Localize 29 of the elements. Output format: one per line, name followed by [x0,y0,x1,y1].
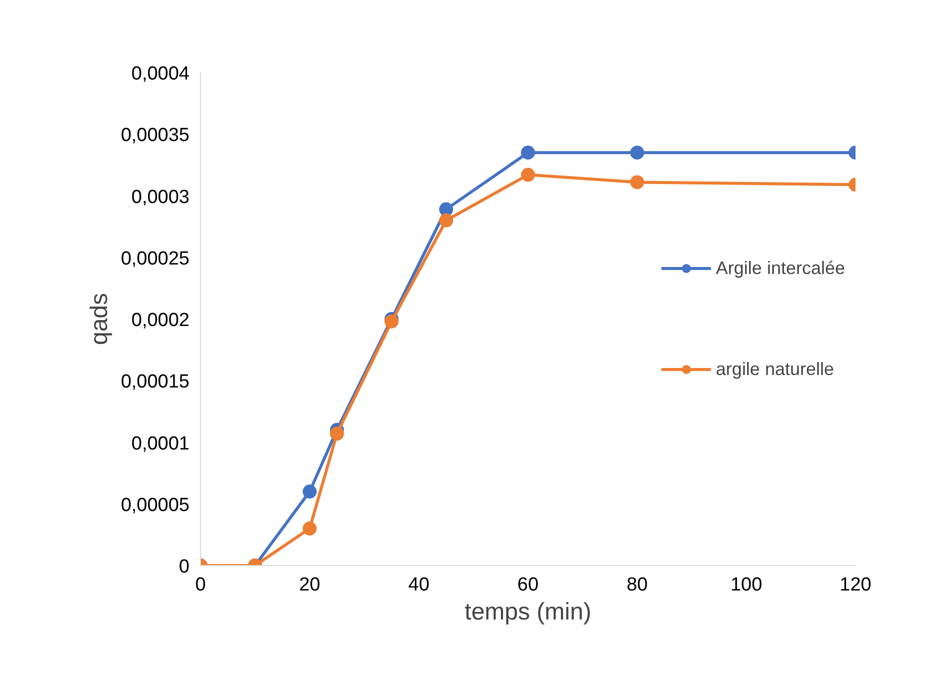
legend-label: Argile intercalée [716,258,845,278]
point [302,522,317,536]
y-tick-label: 0,0002 [131,310,190,331]
point [384,314,399,328]
point [521,146,535,160]
y-tick-label: 0,0003 [131,186,190,208]
x-tick-label: 60 [517,574,539,596]
point [630,175,644,190]
y-tick-label: 0 [178,556,190,578]
y-tick-label: 0,00005 [120,494,190,516]
x-tick-label: 20 [299,574,320,596]
legend-label: argile naturelle [716,358,834,380]
x-tick-label: 0 [195,574,206,596]
y-tick-label: 0,0001 [131,433,190,454]
point [302,484,317,499]
y-tick-label: 0,00015 [120,372,190,393]
x-tick-label: 100 [730,574,762,596]
point [521,168,535,182]
x-tick-label: 40 [408,574,430,596]
point [330,426,344,441]
point [439,213,454,228]
point [630,146,644,160]
y-axis-title: qads [86,292,113,346]
x-tick-label: 80 [626,574,648,596]
x-axis-title: temps (min) [464,598,592,626]
x-tick-label: 120 [840,574,872,596]
y-tick-label: 0,00035 [120,125,190,146]
y-tick-label: 0,0004 [131,64,190,84]
y-tick-label: 0,00025 [120,248,190,270]
